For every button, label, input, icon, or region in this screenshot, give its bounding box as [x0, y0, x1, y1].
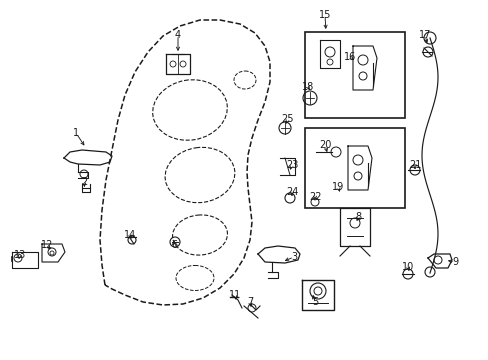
Text: 5: 5: [311, 297, 318, 307]
Text: 1: 1: [73, 128, 79, 138]
Text: 9: 9: [451, 257, 457, 267]
Text: 7: 7: [246, 297, 253, 307]
Text: 2: 2: [81, 177, 87, 187]
Text: 11: 11: [228, 290, 241, 300]
Text: 18: 18: [301, 82, 313, 92]
Text: 24: 24: [285, 187, 298, 197]
Text: 10: 10: [401, 262, 413, 272]
Text: 6: 6: [171, 240, 177, 250]
Text: 19: 19: [331, 182, 344, 192]
Text: 25: 25: [281, 114, 294, 124]
Text: 22: 22: [308, 192, 321, 202]
Text: 12: 12: [41, 240, 53, 250]
Bar: [305, 128, 404, 208]
Text: 21: 21: [408, 160, 420, 170]
Text: 17: 17: [418, 30, 430, 40]
Text: 14: 14: [123, 230, 136, 240]
Text: 20: 20: [318, 140, 330, 150]
Text: 4: 4: [175, 30, 181, 40]
Text: 8: 8: [354, 212, 360, 222]
Text: 13: 13: [14, 250, 26, 260]
Text: 16: 16: [343, 52, 355, 62]
Text: 23: 23: [285, 160, 298, 170]
Bar: [305, 32, 404, 118]
Text: 15: 15: [318, 10, 330, 20]
Text: 3: 3: [290, 252, 296, 262]
